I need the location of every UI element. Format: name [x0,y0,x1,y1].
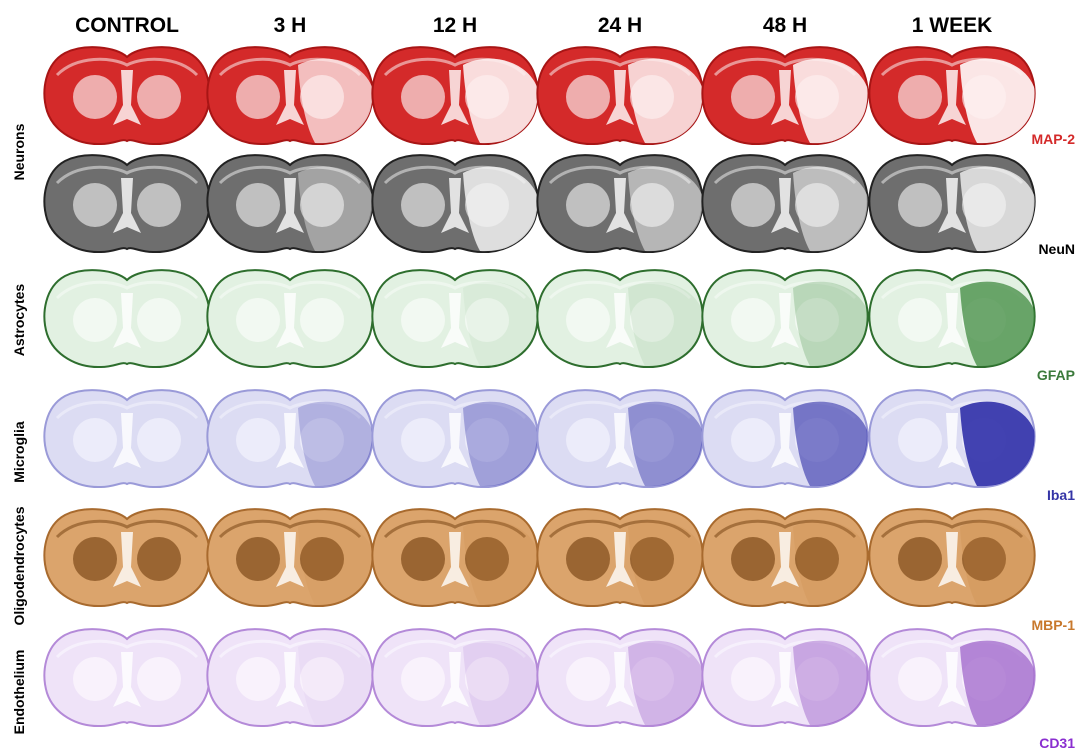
column-header: 12 H [433,14,477,37]
striatum [236,183,280,227]
brain-section [702,509,869,606]
striatum [236,298,280,342]
brain-section [702,390,869,487]
brain-section [869,155,1036,252]
striatum [566,183,610,227]
striatum [898,537,942,581]
striatum [898,418,942,462]
brain-section [537,390,704,487]
striatum [401,657,445,701]
striatum [236,537,280,581]
striatum [731,183,775,227]
brain-section [207,270,374,367]
brain-section [44,509,211,606]
striatum [401,537,445,581]
column-header: 1 WEEK [912,14,993,37]
striatum [566,537,610,581]
brain-section [702,629,869,726]
brain-section [372,155,539,252]
brain-section [537,47,704,144]
striatum [73,537,117,581]
brain-section [869,629,1036,726]
striatum [898,75,942,119]
row-group-label: Oligodendrocytes [11,506,27,625]
brain-section [537,155,704,252]
brain-section [537,270,704,367]
striatum [73,418,117,462]
brain-section [702,270,869,367]
striatum [731,537,775,581]
striatum [401,418,445,462]
row-group-label: Microglia [11,421,27,483]
striatum [401,75,445,119]
striatum [731,657,775,701]
brain-section [207,47,374,144]
brain-section [372,509,539,606]
striatum [236,75,280,119]
brain-section [372,47,539,144]
brain-section [44,390,211,487]
striatum [401,298,445,342]
figure-canvas: CONTROL 3 H 12 H 24 H 48 H 1 WEEK Neuron… [0,0,1083,754]
brain-section [207,629,374,726]
brain-section [372,270,539,367]
row-group-label: Endothelium [11,650,27,735]
brain-section [869,509,1036,606]
brain-section [44,155,211,252]
brain-section [372,629,539,726]
brain-section [869,390,1036,487]
column-header: CONTROL [75,14,179,37]
brain-section [207,155,374,252]
stain-label: MBP-1 [1031,617,1075,633]
brain-section [372,390,539,487]
striatum [566,657,610,701]
striatum [236,657,280,701]
striatum [73,298,117,342]
row-group-label: Neurons [11,123,27,180]
column-header: 48 H [763,14,807,37]
striatum [401,183,445,227]
brain-section [207,390,374,487]
brain-section [44,47,211,144]
brain-section [44,270,211,367]
striatum [898,298,942,342]
brain-section [702,47,869,144]
striatum [236,418,280,462]
stain-label: MAP-2 [1031,131,1075,147]
striatum [731,298,775,342]
striatum [898,183,942,227]
striatum [566,418,610,462]
stain-label: GFAP [1037,367,1075,383]
striatum [566,75,610,119]
brain-section [702,155,869,252]
striatum [566,298,610,342]
brain-section [44,629,211,726]
striatum [731,418,775,462]
striatum [73,183,117,227]
row-group-label: Astrocytes [11,284,27,357]
brain-section [869,270,1036,367]
brain-section [537,629,704,726]
brain-section [207,509,374,606]
striatum [73,75,117,119]
brain-sections [44,47,1036,726]
stain-label: CD31 [1039,735,1075,751]
brain-section [537,509,704,606]
column-header: 24 H [598,14,642,37]
column-header: 3 H [274,14,307,37]
striatum [731,75,775,119]
stain-label: Iba1 [1047,487,1075,503]
figure: CONTROL 3 H 12 H 24 H 48 H 1 WEEK Neuron… [0,0,1083,754]
striatum [73,657,117,701]
brain-section [869,47,1036,144]
stain-label: NeuN [1038,241,1075,257]
striatum [898,657,942,701]
